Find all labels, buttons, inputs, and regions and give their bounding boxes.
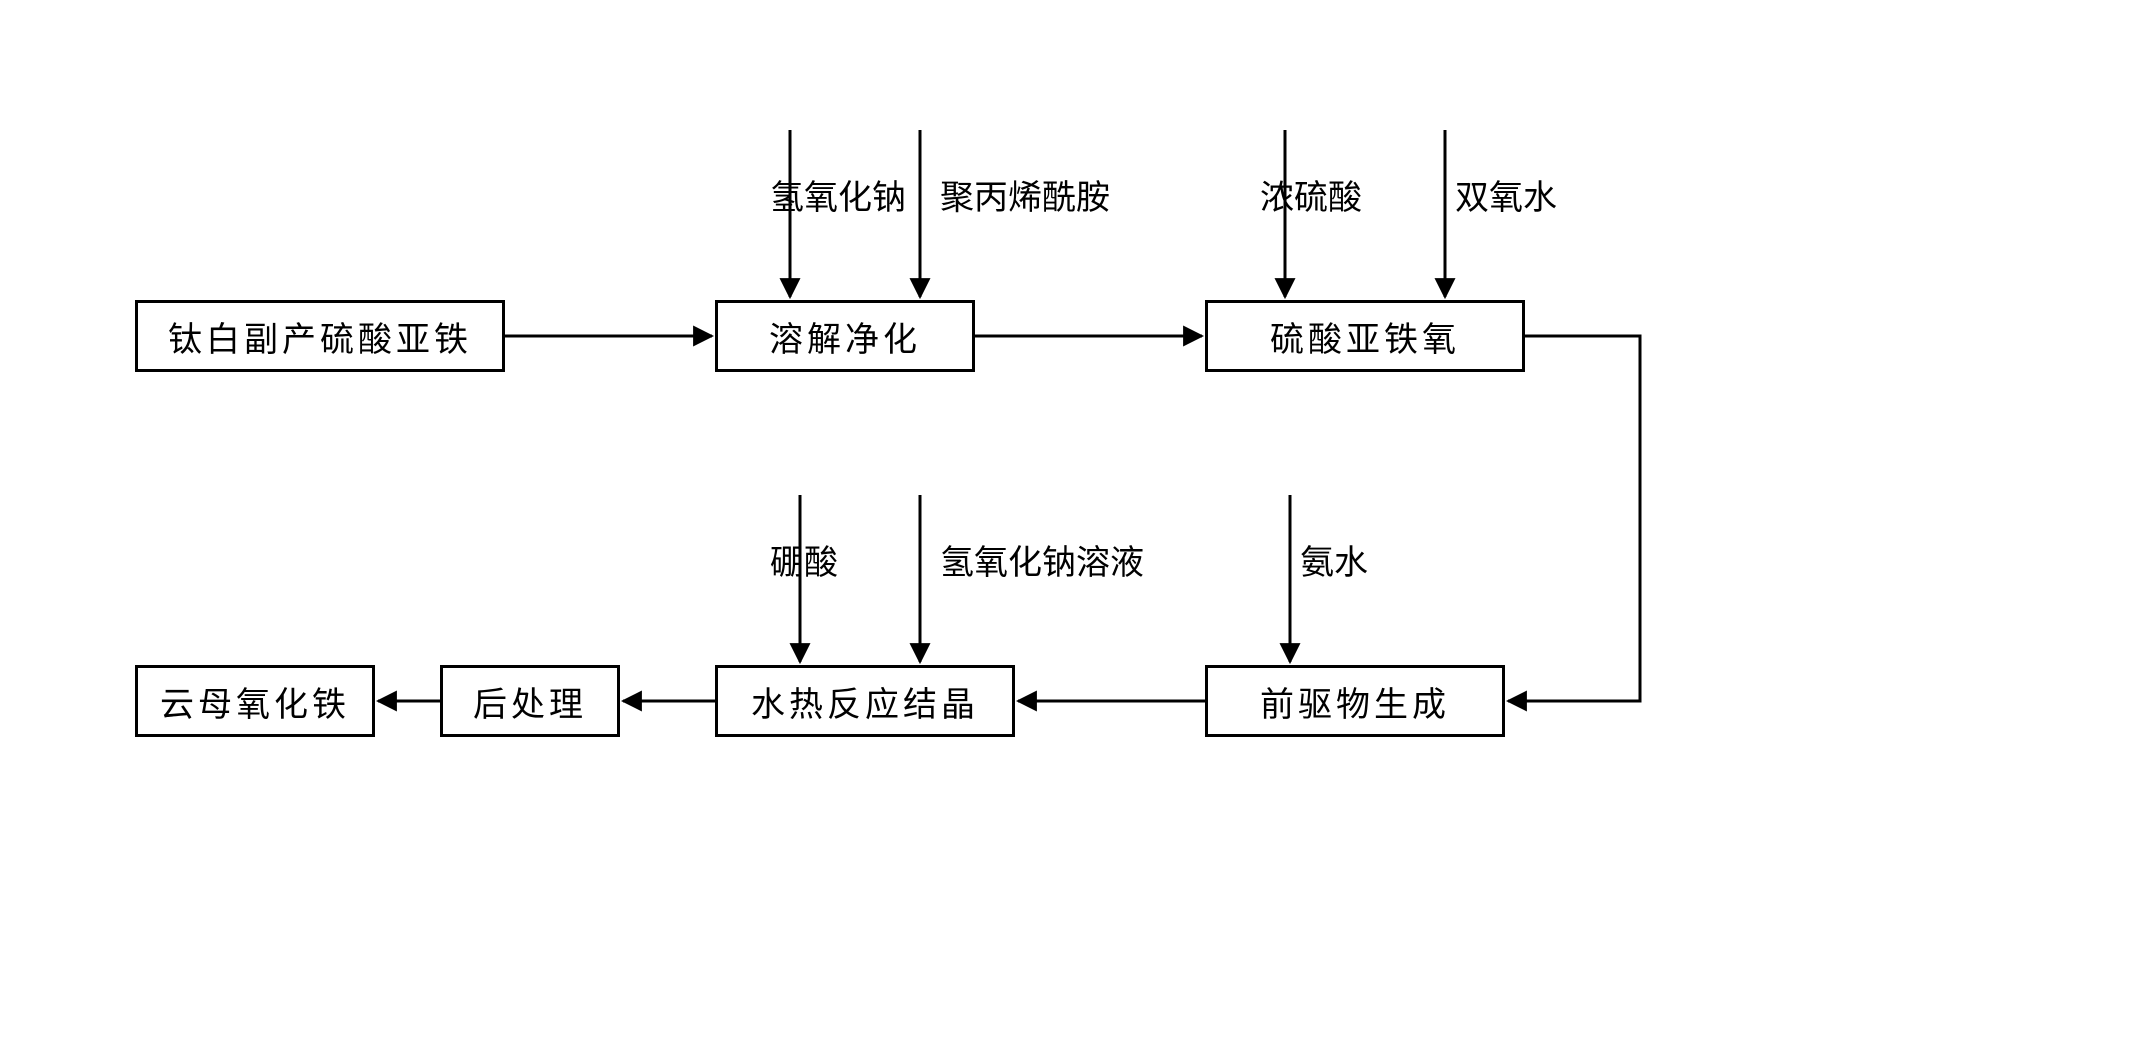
node-n-dissolve: 溶解净化 — [715, 300, 975, 372]
node-n-hydro: 水热反应结晶 — [715, 665, 1015, 737]
input-label-in-pam: 聚丙烯酰胺 — [940, 170, 1110, 219]
edge-e3 — [1508, 336, 1640, 701]
input-label-text: 氨水 — [1300, 544, 1368, 582]
input-label-text: 浓硫酸 — [1260, 179, 1362, 217]
input-label-in-h2so4: 浓硫酸 — [1260, 170, 1362, 219]
input-label-in-h2o2: 双氧水 — [1455, 170, 1557, 219]
input-label-in-naoh2: 氢氧化钠溶液 — [940, 535, 1144, 584]
input-label-in-boric: 硼酸 — [770, 535, 838, 584]
input-label-text: 双氧水 — [1455, 179, 1557, 217]
flowchart-canvas: 钛白副产硫酸亚铁 溶解净化 硫酸亚铁氧前驱物生成 水热反应结晶 后处理 云母氧化铁 氢氧化钠… — [0, 0, 2151, 1063]
node-label: 后处理 — [473, 677, 587, 726]
input-label-text: 氢氧化钠溶液 — [940, 544, 1144, 582]
input-label-text: 硼酸 — [770, 544, 838, 582]
node-label: 前驱物生成 — [1260, 677, 1450, 726]
node-n-oxidize: 硫酸亚铁氧 — [1205, 300, 1525, 372]
node-label: 溶解净化 — [769, 312, 921, 361]
node-n-start: 钛白副产硫酸亚铁 — [135, 300, 505, 372]
node-label: 硫酸亚铁氧 — [1270, 312, 1460, 361]
node-label: 水热反应结晶 — [751, 677, 979, 726]
input-label-in-naoh1: 氢氧化钠 — [770, 170, 906, 219]
node-label: 钛白副产硫酸亚铁 — [168, 312, 472, 361]
node-n-post: 后处理 — [440, 665, 620, 737]
input-label-text: 氢氧化钠 — [770, 179, 906, 217]
node-n-precursor: 前驱物生成 — [1205, 665, 1505, 737]
edges-layer — [0, 0, 2151, 1063]
input-label-in-nh3: 氨水 — [1300, 535, 1368, 584]
node-label: 云母氧化铁 — [160, 677, 350, 726]
input-label-text: 聚丙烯酰胺 — [940, 179, 1110, 217]
node-n-product: 云母氧化铁 — [135, 665, 375, 737]
